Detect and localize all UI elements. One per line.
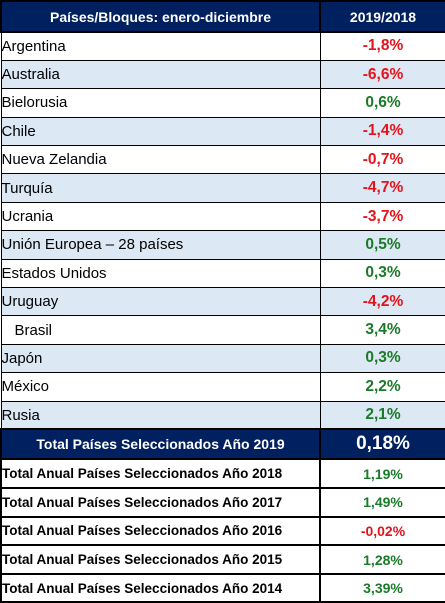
annual-total-row: Total Anual Países Seleccionados Año 201… (0, 458, 445, 490)
annual-total-value: -0,02% (319, 515, 445, 547)
country-value: 0,3% (319, 258, 445, 289)
country-value: -4,2% (319, 287, 445, 317)
table-row: Uruguay -4,2% (0, 287, 445, 317)
country-name: Estados Unidos (0, 258, 321, 289)
annual-total-value: 1,28% (319, 544, 445, 575)
annual-total-row: Total Anual Países Seleccionados Año 201… (0, 487, 445, 518)
annual-total-row: Total Anual Países Seleccionados Año 201… (0, 544, 445, 575)
country-value: -6,6% (319, 59, 445, 90)
total-2019-row: Total Países Seleccionados Año 2019 0,18… (0, 428, 445, 461)
country-value: 0,5% (319, 230, 445, 260)
table-row: Brasil 3,4% (0, 315, 445, 345)
header-period: 2019/2018 (319, 0, 445, 33)
header-country: Países/Bloques: enero-diciembre (0, 0, 321, 33)
table-row: Japón 0,3% (0, 343, 445, 374)
country-name: Nueva Zelandia (0, 145, 321, 175)
country-name: Turquía (0, 173, 321, 203)
table-row: Australia -6,6% (0, 59, 445, 90)
table-row: Estados Unidos 0,3% (0, 258, 445, 289)
annual-total-row: Total Anual Países Seleccionados Año 201… (0, 572, 445, 603)
table-row: Turquía -4,7% (0, 173, 445, 203)
annual-total-label: Total Anual Países Seleccionados Año 201… (0, 515, 321, 547)
country-value: -1,4% (319, 116, 445, 147)
country-value: -1,8% (319, 31, 445, 61)
country-name: Uruguay (0, 287, 321, 317)
table-row: México 2,2% (0, 372, 445, 402)
country-name: Chile (0, 116, 321, 147)
country-name: Japón (0, 343, 321, 374)
table-row: Rusia 2,1% (0, 400, 445, 430)
total-2019-value: 0,18% (319, 428, 445, 461)
table-row: Nueva Zelandia -0,7% (0, 145, 445, 175)
country-value: 0,3% (319, 343, 445, 374)
annual-total-row: Total Anual Países Seleccionados Año 201… (0, 515, 445, 547)
country-name: Bielorusia (0, 88, 321, 118)
annual-total-label: Total Anual Países Seleccionados Año 201… (0, 544, 321, 575)
total-2019-label: Total Países Seleccionados Año 2019 (0, 428, 321, 461)
annual-total-label: Total Anual Países Seleccionados Año 201… (0, 487, 321, 518)
country-name: Brasil (0, 315, 321, 345)
table-row: Chile -1,4% (0, 116, 445, 147)
country-name: Australia (0, 59, 321, 90)
table-row: Argentina -1,8% (0, 31, 445, 61)
annual-total-value: 1,19% (319, 458, 445, 490)
country-value: -4,7% (319, 173, 445, 203)
annual-total-value: 1,49% (319, 487, 445, 518)
annual-total-label: Total Anual Países Seleccionados Año 201… (0, 572, 321, 603)
header-row: Países/Bloques: enero-diciembre 2019/201… (0, 0, 445, 33)
annual-total-value: 3,39% (319, 572, 445, 603)
country-name: Unión Europea – 28 países (0, 230, 321, 260)
country-name: México (0, 372, 321, 402)
country-value: 2,2% (319, 372, 445, 402)
table-row: Ucrania -3,7% (0, 201, 445, 232)
annual-total-label: Total Anual Países Seleccionados Año 201… (0, 458, 321, 490)
country-value: -3,7% (319, 201, 445, 232)
country-value: 2,1% (319, 400, 445, 430)
country-name: Ucrania (0, 201, 321, 232)
country-value: -0,7% (319, 145, 445, 175)
country-value: 3,4% (319, 315, 445, 345)
table-row: Bielorusia 0,6% (0, 88, 445, 118)
country-name: Rusia (0, 400, 321, 430)
table-row: Unión Europea – 28 países 0,5% (0, 230, 445, 260)
country-value: 0,6% (319, 88, 445, 118)
country-name: Argentina (0, 31, 321, 61)
